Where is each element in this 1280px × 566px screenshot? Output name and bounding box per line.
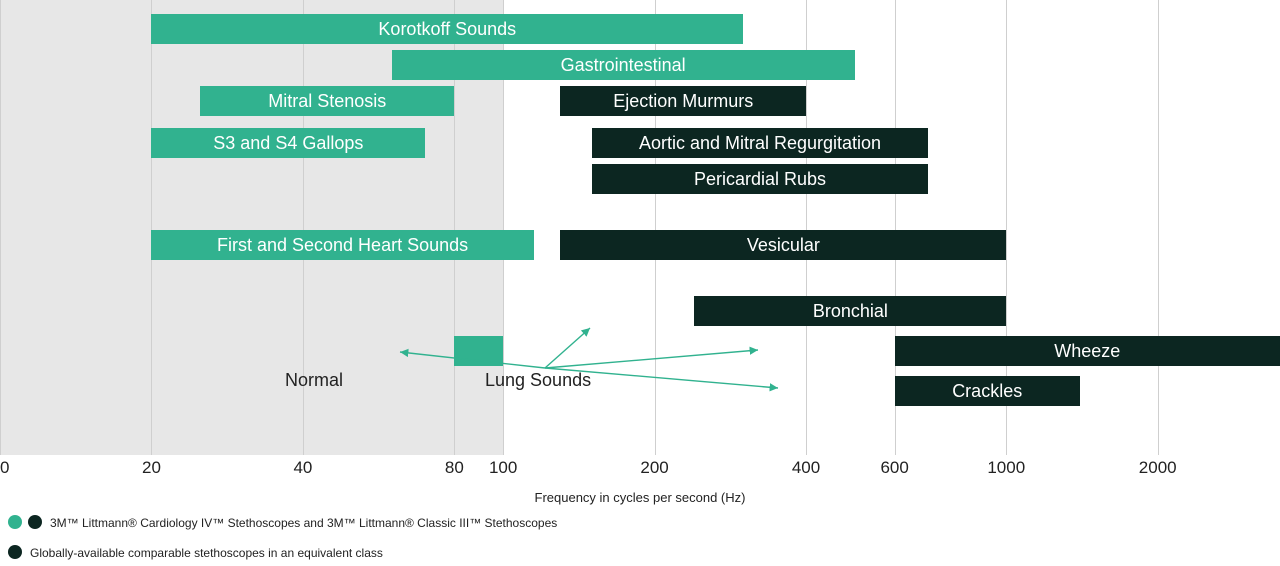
- range-bar: Vesicular: [560, 230, 1006, 260]
- range-bar: Crackles: [895, 376, 1080, 406]
- arrow: [545, 350, 758, 368]
- range-bar: Pericardial Rubs: [592, 164, 929, 194]
- x-tick-label: 200: [640, 458, 668, 478]
- range-bar: Wheeze: [895, 336, 1280, 366]
- annotation-label: Lung Sounds: [485, 370, 591, 391]
- x-tick-label: 1000: [987, 458, 1025, 478]
- x-tick-label: 400: [792, 458, 820, 478]
- range-bar: [454, 336, 503, 366]
- frequency-range-chart: Korotkoff Sounds Gastrointestinal Mitral S…: [0, 0, 1280, 566]
- x-tick-label: 100: [489, 458, 517, 478]
- range-bar: Bronchial: [694, 296, 1006, 326]
- x-tick-label: 2000: [1139, 458, 1177, 478]
- x-tick-label: 10: [0, 458, 9, 478]
- legend-text: Globally-available comparable stethoscop…: [30, 546, 383, 560]
- legend-dot: [8, 545, 22, 559]
- legend-text: 3M™ Littmann® Cardiology IV™ Stethoscope…: [50, 516, 557, 530]
- range-bar: Mitral Stenosis: [200, 86, 454, 116]
- gridline: [1158, 0, 1159, 455]
- range-bar: Ejection Murmurs: [560, 86, 806, 116]
- gridline: [151, 0, 152, 455]
- range-bar: First and Second Heart Sounds: [151, 230, 533, 260]
- range-bar: S3 and S4 Gallops: [151, 128, 425, 158]
- x-tick-label: 600: [880, 458, 908, 478]
- x-tick-label: 80: [445, 458, 464, 478]
- range-bar: Aortic and Mitral Regurgitation: [592, 128, 929, 158]
- range-bar: Gastrointestinal: [392, 50, 855, 80]
- x-axis-label: Frequency in cycles per second (Hz): [535, 490, 746, 505]
- legend-dot: [8, 515, 22, 529]
- legend-dot: [28, 515, 42, 529]
- range-bar: Korotkoff Sounds: [151, 14, 743, 44]
- arrow: [545, 328, 590, 368]
- annotation-label: Normal: [285, 370, 343, 391]
- x-tick-label: 40: [293, 458, 312, 478]
- gridline: [0, 0, 1, 455]
- x-tick-label: 20: [142, 458, 161, 478]
